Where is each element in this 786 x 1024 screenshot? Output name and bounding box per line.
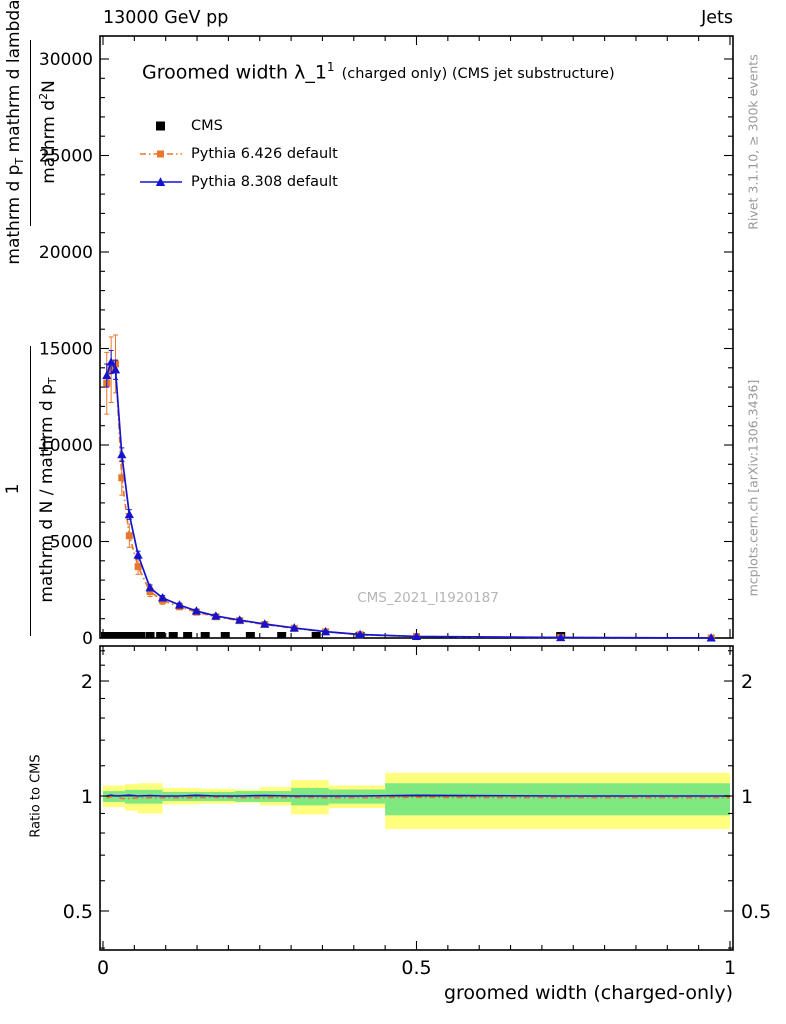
ratio-axis-label: Ratio to CMS [28,754,44,838]
cms-data-point [245,632,255,638]
pythia8-data-point [117,449,127,459]
ratio-tick-label-left: 1 [81,786,93,808]
pythia6-data-point [118,474,126,482]
pythia8-data-point [145,583,155,592]
ratio-tick-label-left: 2 [81,671,93,693]
legend-item-cms: CMS [138,118,223,134]
cms-data-point [311,632,321,638]
pythia8-data-point [106,357,116,366]
y-axis-label-sub-t: T [13,157,27,165]
cms-data-point [111,632,121,638]
y-axis-label-text: mathrm d p [3,164,24,265]
ratio-tick-label-right: 0.5 [741,901,771,923]
cms-data-point [200,632,210,638]
pythia8-line-marker-icon [140,177,182,186]
pythia6-data-point [146,588,154,596]
y-axis-fraction-bar-bottom [30,346,32,636]
mcplots-arxiv-note: mcplots.cern.ch [arXiv:1306.3436] [745,379,761,597]
pythia8-data-point [157,593,168,602]
pythia8-data-point [102,370,112,380]
y-axis-label-sup-2: 2 [37,92,51,100]
cms-data-point [116,632,126,638]
pythia8-data-point [411,631,422,641]
y-tick-label: 30000 [39,50,93,70]
cms-data-point [156,632,166,638]
y-tick-label: 5000 [50,533,93,553]
y-tick-label: 25000 [39,147,93,167]
pythia8-data-point [235,615,245,624]
pythia8-data-point [260,619,270,628]
pythia8-data-point [289,623,299,632]
beam-energy-label: 13000 GeV pp [103,8,229,28]
cms-data-point [128,632,138,638]
ratio-tick-label-left: 0.5 [63,901,93,923]
cms-data-point [168,632,178,638]
plot-title: Groomed width λ_11 (charged only) (CMS je… [142,60,615,83]
ratio-line-pythia8 [106,794,730,797]
analysis-id-watermark: CMS_2021_I1920187 [357,590,499,606]
y-axis-label-top-numerator: mathrm d2N [37,80,59,184]
y-tick-label: 20000 [39,243,93,263]
y-tick-label: 10000 [39,436,93,456]
cms-data-marker-icon [156,121,165,131]
cms-data-point [277,632,287,638]
ratio-inner-uncertainty-band [162,791,235,802]
pythia8-data-point [706,633,716,642]
x-axis-label: groomed width (charged-only) [443,982,733,1004]
x-tick-label: 0 [97,957,109,979]
pythia6-line-marker-icon [140,150,182,158]
y-axis-fraction-bar-top [30,40,32,226]
cms-data-point [183,632,193,638]
cms-data-point [106,632,116,638]
legend-label-pythia8: Pythia 8.308 default [191,174,338,190]
y-axis-label-bottom-numerator: 1 [3,483,23,495]
y-axis-label-bottom-denominator: mathrm d N / mathrm d pT [37,377,59,602]
pythia8-data-point [133,550,143,559]
legend-item-pythia8: Pythia 8.308 default [138,174,338,190]
pythia6-data-point [125,532,133,540]
pythia8-data-point [556,632,566,642]
ratio-line-pythia6 [106,794,730,800]
y-axis-label-text: mathrm d lambda [3,0,24,158]
cms-data-point [220,632,230,638]
ratio-inner-uncertainty-band [234,791,292,802]
rivet-version-note: Rivet 3.1.10, ≥ 300k events [745,54,761,230]
ratio-tick-label-right: 2 [741,671,753,693]
ratio-tick-label-right: 1 [741,786,753,808]
pythia8-data-point [320,626,331,636]
y-axis-label-text: mathrm d N / mathrm d p [36,384,57,603]
pythia6-data-point [134,563,142,571]
legend-label-pythia6: Pythia 6.426 default [191,146,338,162]
y-axis-label-top-denominator: mathrm d pT mathrm d lambda [4,0,26,265]
analysis-group-label: Jets [701,8,733,28]
cms-data-point [121,632,131,638]
plot-title-qualifier: (charged only) (CMS jet substructure) [341,66,615,83]
pythia8-data-point [124,509,134,519]
cms-data-point [136,632,146,638]
pythia8-data-point [174,600,185,609]
y-axis-label-text: mathrm d [38,99,59,184]
x-tick-label: 0.5 [401,957,431,979]
cms-data-point [101,632,111,638]
ratio-inner-uncertainty-band [385,783,730,816]
legend-item-pythia6: Pythia 6.426 default [138,146,338,162]
y-tick-label: 15000 [39,340,93,360]
pythia8-data-point [110,364,121,374]
y-tick-label: 0 [82,629,93,649]
ratio-inner-uncertainty-band [124,789,163,804]
pythia8-data-point [355,629,365,639]
plot-title-main: Groomed width λ_1 [142,61,327,84]
plot-title-sup: 1 [326,60,335,74]
x-tick-label: 1 [724,957,736,979]
pythia8-data-point [211,611,221,620]
y-axis-label-sub-t: T [46,377,60,385]
pythia8-data-point [191,606,202,615]
legend-label-cms: CMS [191,118,223,134]
cms-data-point [145,632,155,638]
y-axis-label-text: N [38,80,59,93]
